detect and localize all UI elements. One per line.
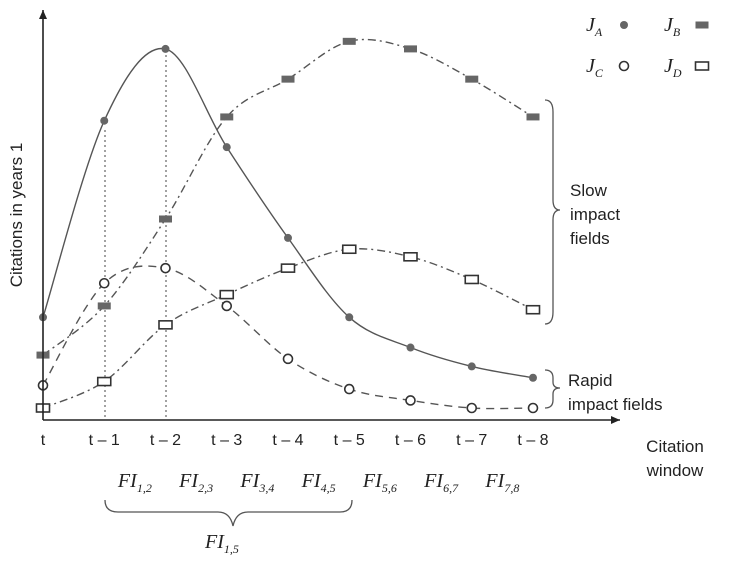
legend-item-j-a: JA — [586, 14, 628, 39]
series-line-j-b — [42, 38, 534, 356]
fi-label: FI6,7 — [423, 470, 459, 495]
x-tick-label: t — [41, 432, 46, 449]
x-axis-label-line2: window — [646, 461, 704, 480]
slow-impact-label-line3: fields — [570, 229, 610, 248]
fi-brace-label: FI1,5 — [204, 531, 239, 556]
x-tick-label: t – 1 — [89, 432, 120, 449]
rapid-impact-label-line2: impact fields — [568, 395, 662, 414]
rapid-impact-label-line1: Rapid — [568, 371, 612, 390]
fi-brace — [104, 499, 353, 527]
legend-item-j-c: JC — [586, 55, 630, 80]
fi-label: FI7,8 — [484, 470, 519, 495]
data-point-j-b-1 — [97, 302, 111, 310]
data-point-j-a-6 — [406, 343, 415, 352]
data-point-j-a-8 — [529, 373, 537, 382]
x-tick-label: t – 5 — [334, 432, 365, 449]
fi-label: FI4,5 — [301, 470, 336, 495]
data-point-j-d-2 — [158, 320, 173, 330]
slow-impact-brace — [544, 99, 561, 325]
legend-marker-j-b — [695, 21, 709, 29]
fi-labels: FI1,2 FI2,3 FI3,4 FI4,5 FI5,6 FI6,7 FI7,8 — [117, 470, 519, 495]
data-point-j-d-3 — [219, 289, 235, 300]
fi-label: FI2,3 — [178, 470, 213, 495]
legend-marker-j-c — [618, 60, 630, 72]
data-point-j-b-5 — [342, 37, 356, 45]
legend-item-j-d: JD — [664, 55, 710, 80]
reference-lines — [104, 50, 167, 420]
legend-label: JA — [586, 14, 603, 39]
data-point-j-b-2 — [159, 215, 172, 223]
x-tick-labels: t t – 1 t – 2 t – 3 t – 4 t – 5 t – 6 t – 7 t – … — [41, 432, 549, 449]
series-j-c — [37, 262, 539, 414]
legend: JA JB JC JD — [586, 14, 710, 80]
axes — [39, 10, 620, 424]
legend-marker-j-a — [620, 21, 628, 29]
legend-label: JB — [664, 14, 681, 39]
data-point-j-a-4 — [284, 233, 292, 242]
data-point-j-a-5 — [345, 313, 354, 322]
data-point-j-b-8 — [526, 113, 540, 121]
x-tick-label: t – 8 — [517, 432, 548, 449]
data-point-j-d-7 — [464, 274, 480, 285]
fi-label: FI1,2 — [117, 470, 152, 495]
data-point-j-c-3 — [221, 300, 233, 312]
legend-label: JD — [664, 55, 682, 80]
x-tick-label: t – 4 — [272, 432, 303, 449]
legend-label: JC — [586, 55, 604, 80]
data-point-j-c-5 — [343, 383, 355, 395]
data-point-j-b-3 — [220, 113, 234, 121]
x-tick-label: t – 6 — [395, 432, 426, 449]
x-tick-label: t – 2 — [150, 432, 181, 449]
series-j-b — [36, 37, 540, 359]
series-line-j-a — [42, 47, 534, 379]
data-point-j-d-8 — [525, 304, 541, 315]
data-point-j-a-2 — [161, 44, 170, 53]
series-layer — [35, 37, 541, 414]
data-point-j-c-6 — [405, 395, 416, 406]
series-line-j-c — [42, 265, 534, 410]
data-point-j-c-1 — [98, 277, 110, 289]
data-point-j-a-1 — [100, 116, 109, 125]
data-point-j-c-8 — [527, 402, 539, 414]
data-point-j-d-5 — [341, 244, 357, 255]
fi-label: FI3,4 — [239, 470, 274, 495]
slow-impact-label-line1: Slow — [570, 181, 608, 200]
data-point-j-c-2 — [160, 262, 171, 274]
x-tick-label: t – 7 — [456, 432, 487, 449]
data-point-j-b-4 — [281, 75, 295, 83]
data-point-j-b-7 — [465, 75, 479, 83]
data-point-j-a-3 — [222, 143, 231, 152]
legend-marker-j-d — [694, 61, 710, 71]
legend-item-j-b: JB — [664, 14, 709, 39]
fi-label: FI5,6 — [362, 470, 397, 495]
y-axis-label: Citations in years 1 — [7, 143, 26, 288]
series-j-d — [35, 244, 541, 413]
data-point-j-d-6 — [403, 252, 418, 262]
x-axis-label-line1: Citation — [646, 437, 704, 456]
series-line-j-d — [42, 248, 534, 409]
rapid-impact-brace — [544, 369, 561, 409]
slow-impact-label-line2: impact — [570, 205, 620, 224]
series-j-a — [39, 44, 537, 382]
x-tick-label: t – 3 — [211, 432, 242, 449]
data-point-j-a-7 — [467, 362, 476, 371]
data-point-j-d-4 — [280, 263, 296, 273]
data-point-j-b-6 — [404, 45, 417, 53]
data-point-j-d-1 — [96, 376, 112, 387]
data-point-j-c-7 — [466, 402, 478, 414]
data-point-j-c-4 — [282, 353, 294, 365]
